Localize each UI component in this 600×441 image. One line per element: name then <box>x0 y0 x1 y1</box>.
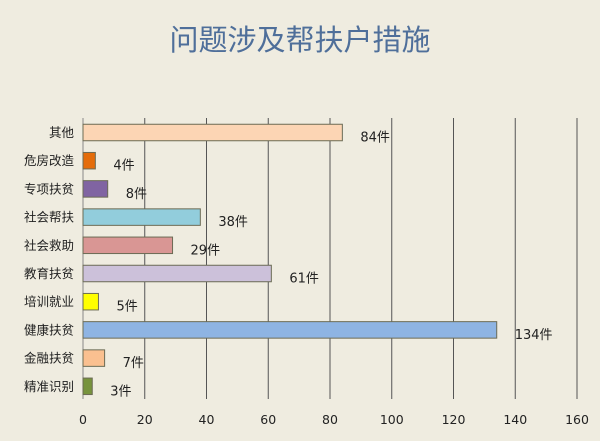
bar <box>82 208 201 226</box>
x-tick-label: 140 <box>503 412 527 427</box>
bar <box>82 264 272 283</box>
category-label: 教育扶贫 <box>24 266 75 281</box>
category-label: 专项扶贫 <box>24 181 75 196</box>
category-label: 其他 <box>49 125 75 140</box>
x-tick-label: 40 <box>199 412 215 427</box>
data-label: 7件 <box>123 356 144 371</box>
data-label: 3件 <box>110 384 131 399</box>
chart-title: 问题涉及帮扶户措施 <box>169 23 430 57</box>
x-tick-labels: 0 20 40 60 80 100 120 140 160 <box>79 412 589 427</box>
category-label: 培训就业 <box>24 294 74 309</box>
bars <box>82 123 498 396</box>
data-label: 84件 <box>360 131 390 146</box>
category-label: 精准识别 <box>24 379 74 394</box>
bar <box>82 180 109 198</box>
data-label: 38件 <box>218 215 248 230</box>
category-label: 健康扶贫 <box>24 322 75 337</box>
bar <box>82 377 93 396</box>
x-tick-label: 80 <box>322 412 338 427</box>
bar <box>82 292 99 311</box>
bar <box>82 236 174 255</box>
data-label: 8件 <box>126 187 147 202</box>
x-tick-label: 60 <box>260 412 276 427</box>
x-tick-label: 120 <box>442 412 466 427</box>
data-label: 5件 <box>116 300 137 315</box>
bar <box>82 321 498 339</box>
grid-lines <box>82 118 578 399</box>
data-label: 61件 <box>289 272 319 287</box>
data-label: 29件 <box>191 243 221 258</box>
x-tick-label: 0 <box>79 412 87 427</box>
x-tick-label: 20 <box>137 412 153 427</box>
category-label: 社会救助 <box>24 238 74 253</box>
category-label: 社会帮扶 <box>24 210 75 225</box>
data-labels: 84件 4件 8件 38件 29件 61件 5件 134件 7件 3件 <box>110 131 552 400</box>
category-label: 危房改造 <box>24 153 75 168</box>
bar <box>82 349 106 367</box>
x-tick-label: 160 <box>565 412 589 427</box>
category-label: 金融扶贫 <box>24 351 75 366</box>
data-label: 134件 <box>515 328 553 343</box>
x-tick-label: 100 <box>380 412 404 427</box>
data-label: 4件 <box>113 159 134 174</box>
bar <box>82 123 343 142</box>
bar <box>82 151 96 170</box>
